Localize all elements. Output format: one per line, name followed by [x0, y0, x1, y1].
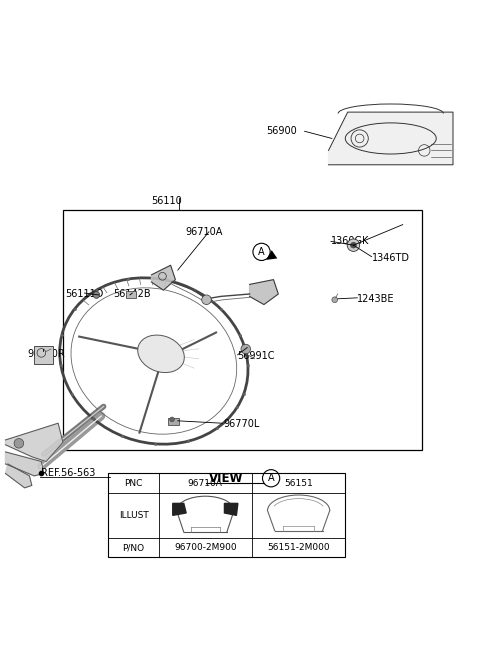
Text: 96770L: 96770L [223, 419, 260, 429]
Text: 96710A: 96710A [188, 479, 223, 487]
Text: 96710A: 96710A [185, 227, 222, 236]
Circle shape [202, 295, 211, 305]
Bar [108, 474, 345, 557]
Text: 1346TD: 1346TD [372, 253, 409, 263]
Text: 56142B: 56142B [113, 289, 151, 299]
FancyBboxPatch shape [34, 346, 53, 364]
Polygon shape [152, 265, 175, 290]
Text: PNC: PNC [124, 479, 143, 487]
Circle shape [241, 345, 251, 354]
Text: P/NO: P/NO [122, 543, 144, 552]
Text: 56111D: 56111D [65, 289, 104, 299]
Text: VIEW: VIEW [209, 472, 243, 485]
Circle shape [93, 291, 100, 298]
Text: 1243BE: 1243BE [357, 294, 395, 304]
Text: 56110: 56110 [152, 196, 182, 206]
Text: REF.56-563: REF.56-563 [41, 468, 96, 478]
FancyBboxPatch shape [126, 291, 136, 298]
Polygon shape [225, 504, 238, 515]
Polygon shape [5, 464, 32, 488]
Polygon shape [328, 112, 453, 165]
Text: 56151-2M000: 56151-2M000 [267, 543, 330, 552]
Bar [63, 210, 422, 449]
Polygon shape [173, 504, 186, 515]
Polygon shape [250, 280, 278, 305]
Text: ILLUST: ILLUST [119, 511, 148, 520]
Circle shape [332, 297, 337, 303]
Text: 96770R: 96770R [27, 349, 65, 359]
Ellipse shape [138, 335, 184, 373]
Text: 56151: 56151 [284, 479, 313, 487]
FancyBboxPatch shape [168, 418, 179, 425]
Circle shape [350, 242, 356, 248]
Polygon shape [5, 423, 63, 462]
Circle shape [169, 417, 174, 422]
Text: A: A [268, 474, 275, 483]
Text: A: A [258, 247, 265, 257]
Polygon shape [5, 452, 44, 476]
Text: 1360GK: 1360GK [331, 236, 369, 246]
Text: 56991C: 56991C [238, 351, 275, 361]
Circle shape [347, 239, 360, 252]
Text: 56900: 56900 [267, 126, 298, 136]
Circle shape [14, 439, 24, 448]
Text: 96700-2M900: 96700-2M900 [174, 543, 237, 552]
